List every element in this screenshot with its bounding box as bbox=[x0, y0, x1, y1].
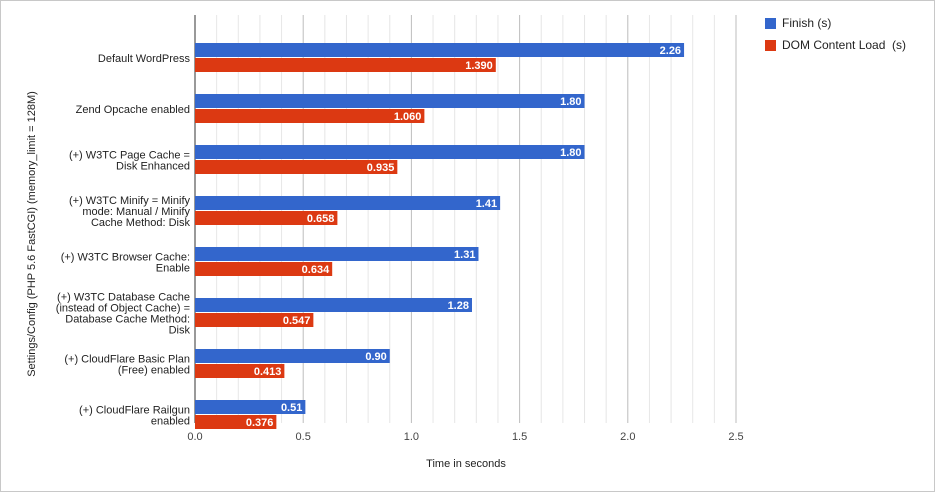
bar-value-label: 0.634 bbox=[302, 264, 330, 276]
bar-value-label: 1.41 bbox=[476, 198, 497, 210]
legend-label: DOM Content Load (s) bbox=[782, 38, 906, 52]
x-axis-title: Time in seconds bbox=[426, 458, 506, 470]
bar-finish bbox=[195, 400, 306, 414]
bar-dom-content-load bbox=[195, 262, 333, 276]
category-label: (+) W3TC Database Cache bbox=[57, 292, 190, 304]
bar-dom-content-load bbox=[195, 211, 338, 225]
x-tick-label: 1.5 bbox=[512, 431, 527, 443]
category-label: Database Cache Method: bbox=[65, 314, 190, 326]
bar-value-label: 0.51 bbox=[281, 402, 302, 414]
bar-dom-content-load bbox=[195, 364, 285, 378]
x-tick-label: 2.0 bbox=[620, 431, 635, 443]
category-label: enabled bbox=[151, 416, 190, 428]
bar-value-label: 1.80 bbox=[560, 147, 581, 159]
bar-value-label: 0.90 bbox=[365, 351, 386, 363]
bar-value-label: 1.28 bbox=[448, 300, 469, 312]
x-tick-label: 0.0 bbox=[187, 431, 202, 443]
x-tick-label: 2.5 bbox=[728, 431, 743, 443]
bar-finish bbox=[195, 43, 685, 57]
category-label: (+) W3TC Minify = Minify bbox=[69, 195, 191, 207]
bar-value-label: 0.935 bbox=[367, 162, 395, 174]
category-label: Enable bbox=[156, 263, 190, 275]
bar-finish bbox=[195, 94, 585, 108]
category-label: Default WordPress bbox=[98, 53, 191, 65]
y-axis-title: Settings/Config (PHP 5.6 FastCGI) (memor… bbox=[26, 91, 38, 377]
category-label: Disk bbox=[169, 325, 191, 337]
category-label: (+) CloudFlare Railgun bbox=[79, 405, 190, 417]
bar-value-label: 0.658 bbox=[307, 213, 335, 225]
legend-swatch bbox=[765, 40, 776, 51]
category-label: Cache Method: Disk bbox=[91, 217, 191, 229]
bar-finish bbox=[195, 145, 585, 159]
bar-dom-content-load bbox=[195, 415, 277, 429]
category-label: mode: Manual / Minify bbox=[82, 206, 190, 218]
bar-finish bbox=[195, 298, 472, 312]
gridlines bbox=[194, 15, 737, 423]
bar-value-label: 1.31 bbox=[454, 249, 475, 261]
category-label: (+) CloudFlare Basic Plan bbox=[64, 354, 190, 366]
bar-value-label: 1.390 bbox=[465, 60, 493, 72]
legend: Finish (s) DOM Content Load (s) bbox=[765, 16, 906, 52]
category-label: (+) W3TC Page Cache = bbox=[69, 150, 190, 162]
bar-dom-content-load bbox=[195, 313, 314, 327]
bar-value-label: 0.547 bbox=[283, 315, 311, 327]
category-label: (Free) enabled bbox=[118, 365, 190, 377]
category-label: (+) W3TC Browser Cache: bbox=[61, 252, 190, 264]
bars: 2.26 1.390 1.80 1.060 1.80 0.935 1.41 0.658 1.31… bbox=[195, 43, 685, 429]
bar-value-label: 0.413 bbox=[254, 366, 282, 378]
bar-value-label: 0.376 bbox=[246, 417, 274, 429]
legend-swatch bbox=[765, 18, 776, 29]
x-tick-label: 0.5 bbox=[296, 431, 311, 443]
bar-finish bbox=[195, 196, 501, 210]
bar-value-label: 2.26 bbox=[660, 45, 681, 57]
category-labels: Default WordPress Zend Opcache enabled (+)… bbox=[56, 53, 191, 428]
bar-value-label: 1.80 bbox=[560, 96, 581, 108]
bar-value-label: 1.060 bbox=[394, 111, 422, 123]
category-label: Zend Opcache enabled bbox=[76, 104, 190, 116]
legend-label: Finish (s) bbox=[782, 16, 831, 30]
category-label: (instead of Object Cache) = bbox=[56, 303, 190, 315]
bar-dom-content-load bbox=[195, 58, 496, 72]
bar-dom-content-load bbox=[195, 160, 398, 174]
x-axis-tick-labels: 0.0 0.5 1.0 1.5 2.0 2.5 bbox=[187, 431, 743, 443]
bar-finish bbox=[195, 247, 479, 261]
x-tick-label: 1.0 bbox=[404, 431, 419, 443]
category-label: Disk Enhanced bbox=[116, 161, 190, 173]
bar-dom-content-load bbox=[195, 109, 425, 123]
bar-finish bbox=[195, 349, 390, 363]
